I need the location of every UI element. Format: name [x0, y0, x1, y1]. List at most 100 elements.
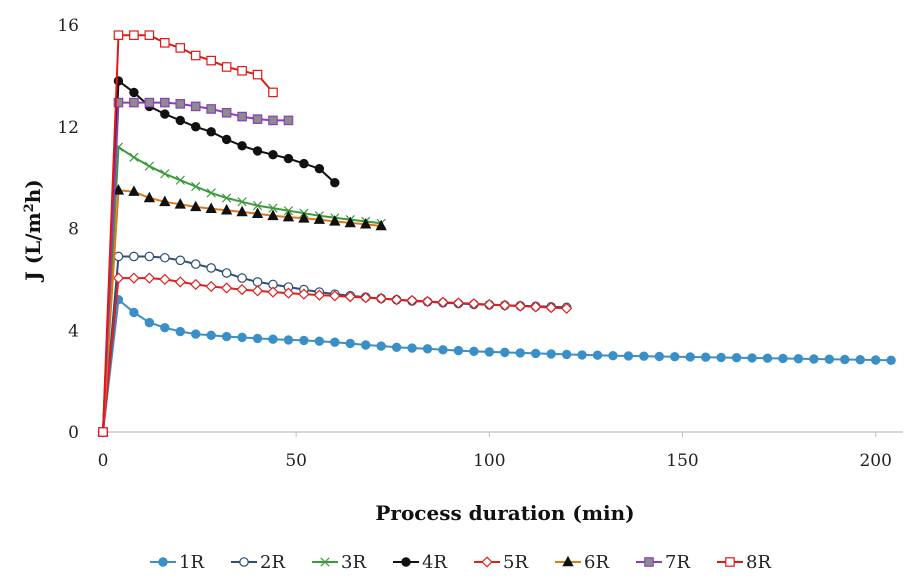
- data-point-1R: [144, 317, 155, 328]
- y-tick-label: 12: [57, 118, 79, 138]
- data-point-5R: [360, 292, 372, 304]
- data-point-7R: [221, 107, 232, 118]
- data-point-6R: [190, 200, 202, 212]
- data-point-6R: [220, 203, 233, 215]
- data-point-6R: [282, 210, 295, 222]
- data-point-3R: [175, 175, 185, 185]
- data-point-6R: [143, 191, 155, 203]
- series-5R: [97, 272, 573, 438]
- data-point-1R: [747, 353, 757, 363]
- data-point-1R: [809, 354, 819, 364]
- y-axis-label-main: J (L/m: [21, 212, 45, 282]
- data-point-7R: [283, 115, 294, 126]
- data-point-5R: [282, 287, 295, 299]
- x-tick-label: 100: [473, 451, 505, 471]
- data-point-3R: [268, 203, 278, 213]
- data-point-1R: [330, 337, 340, 347]
- data-point-2R: [129, 251, 139, 262]
- series-layer: [97, 30, 896, 438]
- data-point-2R: [175, 255, 186, 266]
- data-point-7R: [160, 97, 170, 108]
- data-point-3R: [252, 200, 263, 211]
- data-point-7R: [144, 97, 155, 108]
- y-axis-label: J (L/m2h): [21, 179, 45, 282]
- data-point-7R: [190, 101, 201, 112]
- data-point-5R: [375, 292, 387, 305]
- data-point-1R: [592, 350, 603, 360]
- data-point-1R: [886, 355, 896, 365]
- data-point-5R: [112, 272, 125, 284]
- data-point-2R: [190, 259, 201, 269]
- data-point-1R: [129, 307, 139, 318]
- data-point-5R: [298, 288, 310, 300]
- y-tick-label: 4: [68, 321, 79, 341]
- data-point-7R: [206, 104, 216, 114]
- data-point-1R: [206, 330, 216, 341]
- data-point-1R: [654, 351, 665, 362]
- legend-label: 2R: [260, 552, 285, 573]
- data-point-2R: [144, 251, 155, 262]
- data-point-4R: [129, 87, 139, 98]
- series-8R: [98, 30, 278, 437]
- data-point-4R: [113, 76, 124, 86]
- x-tick-label: 50: [285, 451, 307, 471]
- data-point-3R: [237, 197, 247, 207]
- data-point-3R: [144, 161, 154, 171]
- series-line-4R: [102, 79, 336, 433]
- data-point-6R: [205, 202, 217, 213]
- data-point-3R: [129, 152, 139, 162]
- legend-marker-6R: [562, 555, 574, 567]
- data-point-1R: [252, 333, 263, 344]
- legend-marker-4R: [401, 557, 411, 567]
- data-point-5R: [545, 301, 557, 314]
- legend-marker-1R: [158, 557, 168, 567]
- data-point-8R: [129, 30, 139, 40]
- data-point-1R: [438, 345, 448, 355]
- data-point-1R: [840, 354, 850, 365]
- data-point-6R: [159, 195, 171, 207]
- x-tick-label: 200: [859, 451, 891, 471]
- data-point-5R: [220, 282, 233, 294]
- data-point-7R: [129, 97, 139, 108]
- data-point-1R: [577, 350, 587, 360]
- data-point-6R: [360, 217, 372, 229]
- legend-item-6R: 6R: [555, 552, 609, 573]
- data-point-1R: [175, 326, 185, 337]
- legend-label: 1R: [179, 552, 204, 573]
- data-point-5R: [236, 283, 248, 296]
- data-point-1R: [731, 353, 742, 363]
- legend-marker-7R: [644, 557, 654, 567]
- legend-item-5R: 5R: [474, 552, 528, 573]
- data-point-1R: [391, 342, 402, 352]
- legend-label: 3R: [341, 552, 366, 573]
- data-point-4R: [330, 178, 340, 188]
- data-point-1R: [191, 329, 201, 339]
- data-point-1R: [221, 331, 232, 342]
- data-point-6R: [329, 215, 341, 226]
- data-point-4R: [175, 115, 185, 126]
- legend-item-3R: 3R: [312, 552, 366, 573]
- legend-label: 4R: [422, 552, 447, 573]
- data-point-4R: [191, 122, 201, 132]
- data-point-2R: [160, 252, 170, 263]
- data-point-1R: [422, 344, 433, 354]
- data-point-4R: [299, 158, 309, 169]
- y-axis-label-end: h): [21, 179, 45, 203]
- series-line-1R: [102, 297, 892, 433]
- data-point-5R: [406, 294, 418, 307]
- legend-label: 6R: [584, 552, 609, 573]
- data-point-5R: [560, 302, 573, 315]
- axes: 0 50 100 150 200 0 4 8 12 16: [57, 16, 903, 471]
- data-point-1R: [546, 349, 556, 359]
- legend-marker-2R: [239, 557, 249, 567]
- data-point-2R: [252, 277, 263, 287]
- series-line-8R: [102, 34, 274, 433]
- data-point-6R: [375, 219, 387, 231]
- data-point-7R: [175, 99, 186, 109]
- data-point-3R: [222, 193, 232, 203]
- series-6R: [97, 184, 387, 437]
- data-point-8R: [113, 30, 124, 40]
- data-point-6R: [128, 185, 140, 196]
- data-point-1R: [793, 354, 804, 364]
- data-point-5R: [530, 301, 542, 313]
